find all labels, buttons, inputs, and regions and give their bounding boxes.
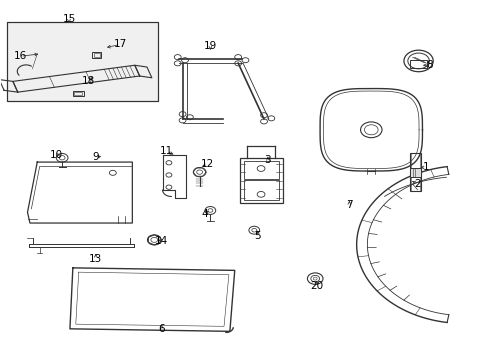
Text: 18: 18 [81,76,95,86]
Text: 1: 1 [422,162,428,172]
Bar [410,153,419,191]
Text: 15: 15 [62,14,76,24]
Text: 2: 2 [413,179,420,189]
Text: 20: 20 [309,281,323,291]
Bar [243,161,278,179]
Text: 19: 19 [203,41,217,50]
Text: 3: 3 [264,155,271,165]
Text: 8: 8 [426,60,432,70]
Bar [94,53,100,57]
Text: 9: 9 [92,152,99,162]
Text: 11: 11 [160,146,173,156]
Bar [409,168,420,177]
Text: 10: 10 [50,150,63,160]
Text: 6: 6 [158,324,164,334]
Bar [409,153,420,192]
Bar [409,60,427,68]
Text: 12: 12 [201,159,214,169]
Bar [92,52,101,58]
Bar [73,91,83,96]
Bar [243,180,278,201]
Text: 13: 13 [89,254,102,264]
Bar [239,158,282,203]
Text: 5: 5 [254,231,261,240]
Text: 14: 14 [155,236,168,246]
Text: 4: 4 [201,209,207,219]
Text: 17: 17 [113,40,126,49]
Bar [74,92,82,95]
Text: 16: 16 [14,51,27,61]
Text: 7: 7 [346,200,352,210]
Bar [6,22,158,101]
Bar [6,22,158,101]
